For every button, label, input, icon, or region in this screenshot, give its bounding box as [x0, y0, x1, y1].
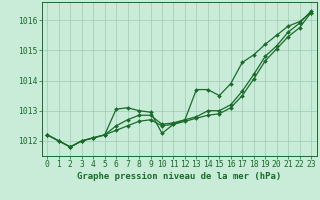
X-axis label: Graphe pression niveau de la mer (hPa): Graphe pression niveau de la mer (hPa)	[77, 172, 281, 181]
